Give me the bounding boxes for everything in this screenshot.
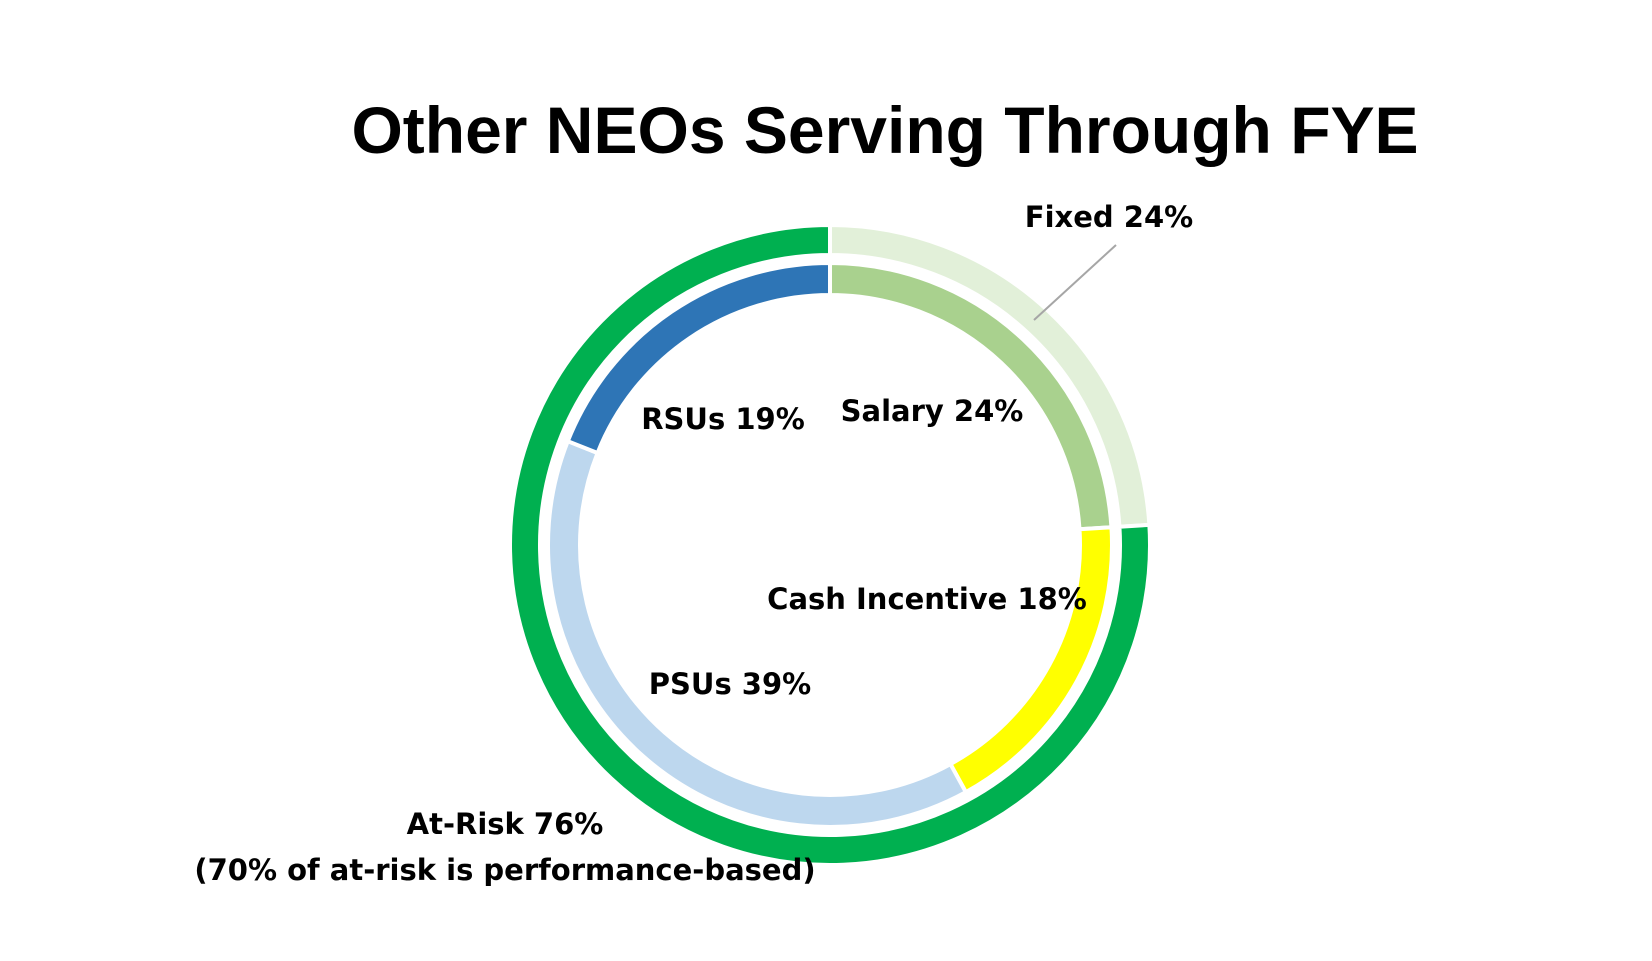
label-salary: Salary 24% bbox=[841, 394, 1024, 428]
label-at-risk: At-Risk 76% bbox=[407, 807, 604, 841]
fixed-leader-line bbox=[1033, 244, 1117, 321]
label-psus: PSUs 39% bbox=[649, 667, 811, 701]
outer-ring bbox=[508, 222, 1152, 867]
slice-rsus bbox=[565, 260, 832, 456]
slice-at-risk bbox=[508, 222, 1152, 867]
label-cash-incentive: Cash Incentive 18% bbox=[767, 582, 1087, 616]
label-rsus: RSUs 19% bbox=[641, 402, 805, 436]
chart-title: Other NEOs Serving Through FYE bbox=[351, 93, 1418, 167]
label-at-risk-note: (70% of at-risk is performance-based) bbox=[194, 853, 815, 887]
inner-ring bbox=[546, 260, 1114, 829]
label-fixed: Fixed 24% bbox=[1025, 200, 1193, 234]
